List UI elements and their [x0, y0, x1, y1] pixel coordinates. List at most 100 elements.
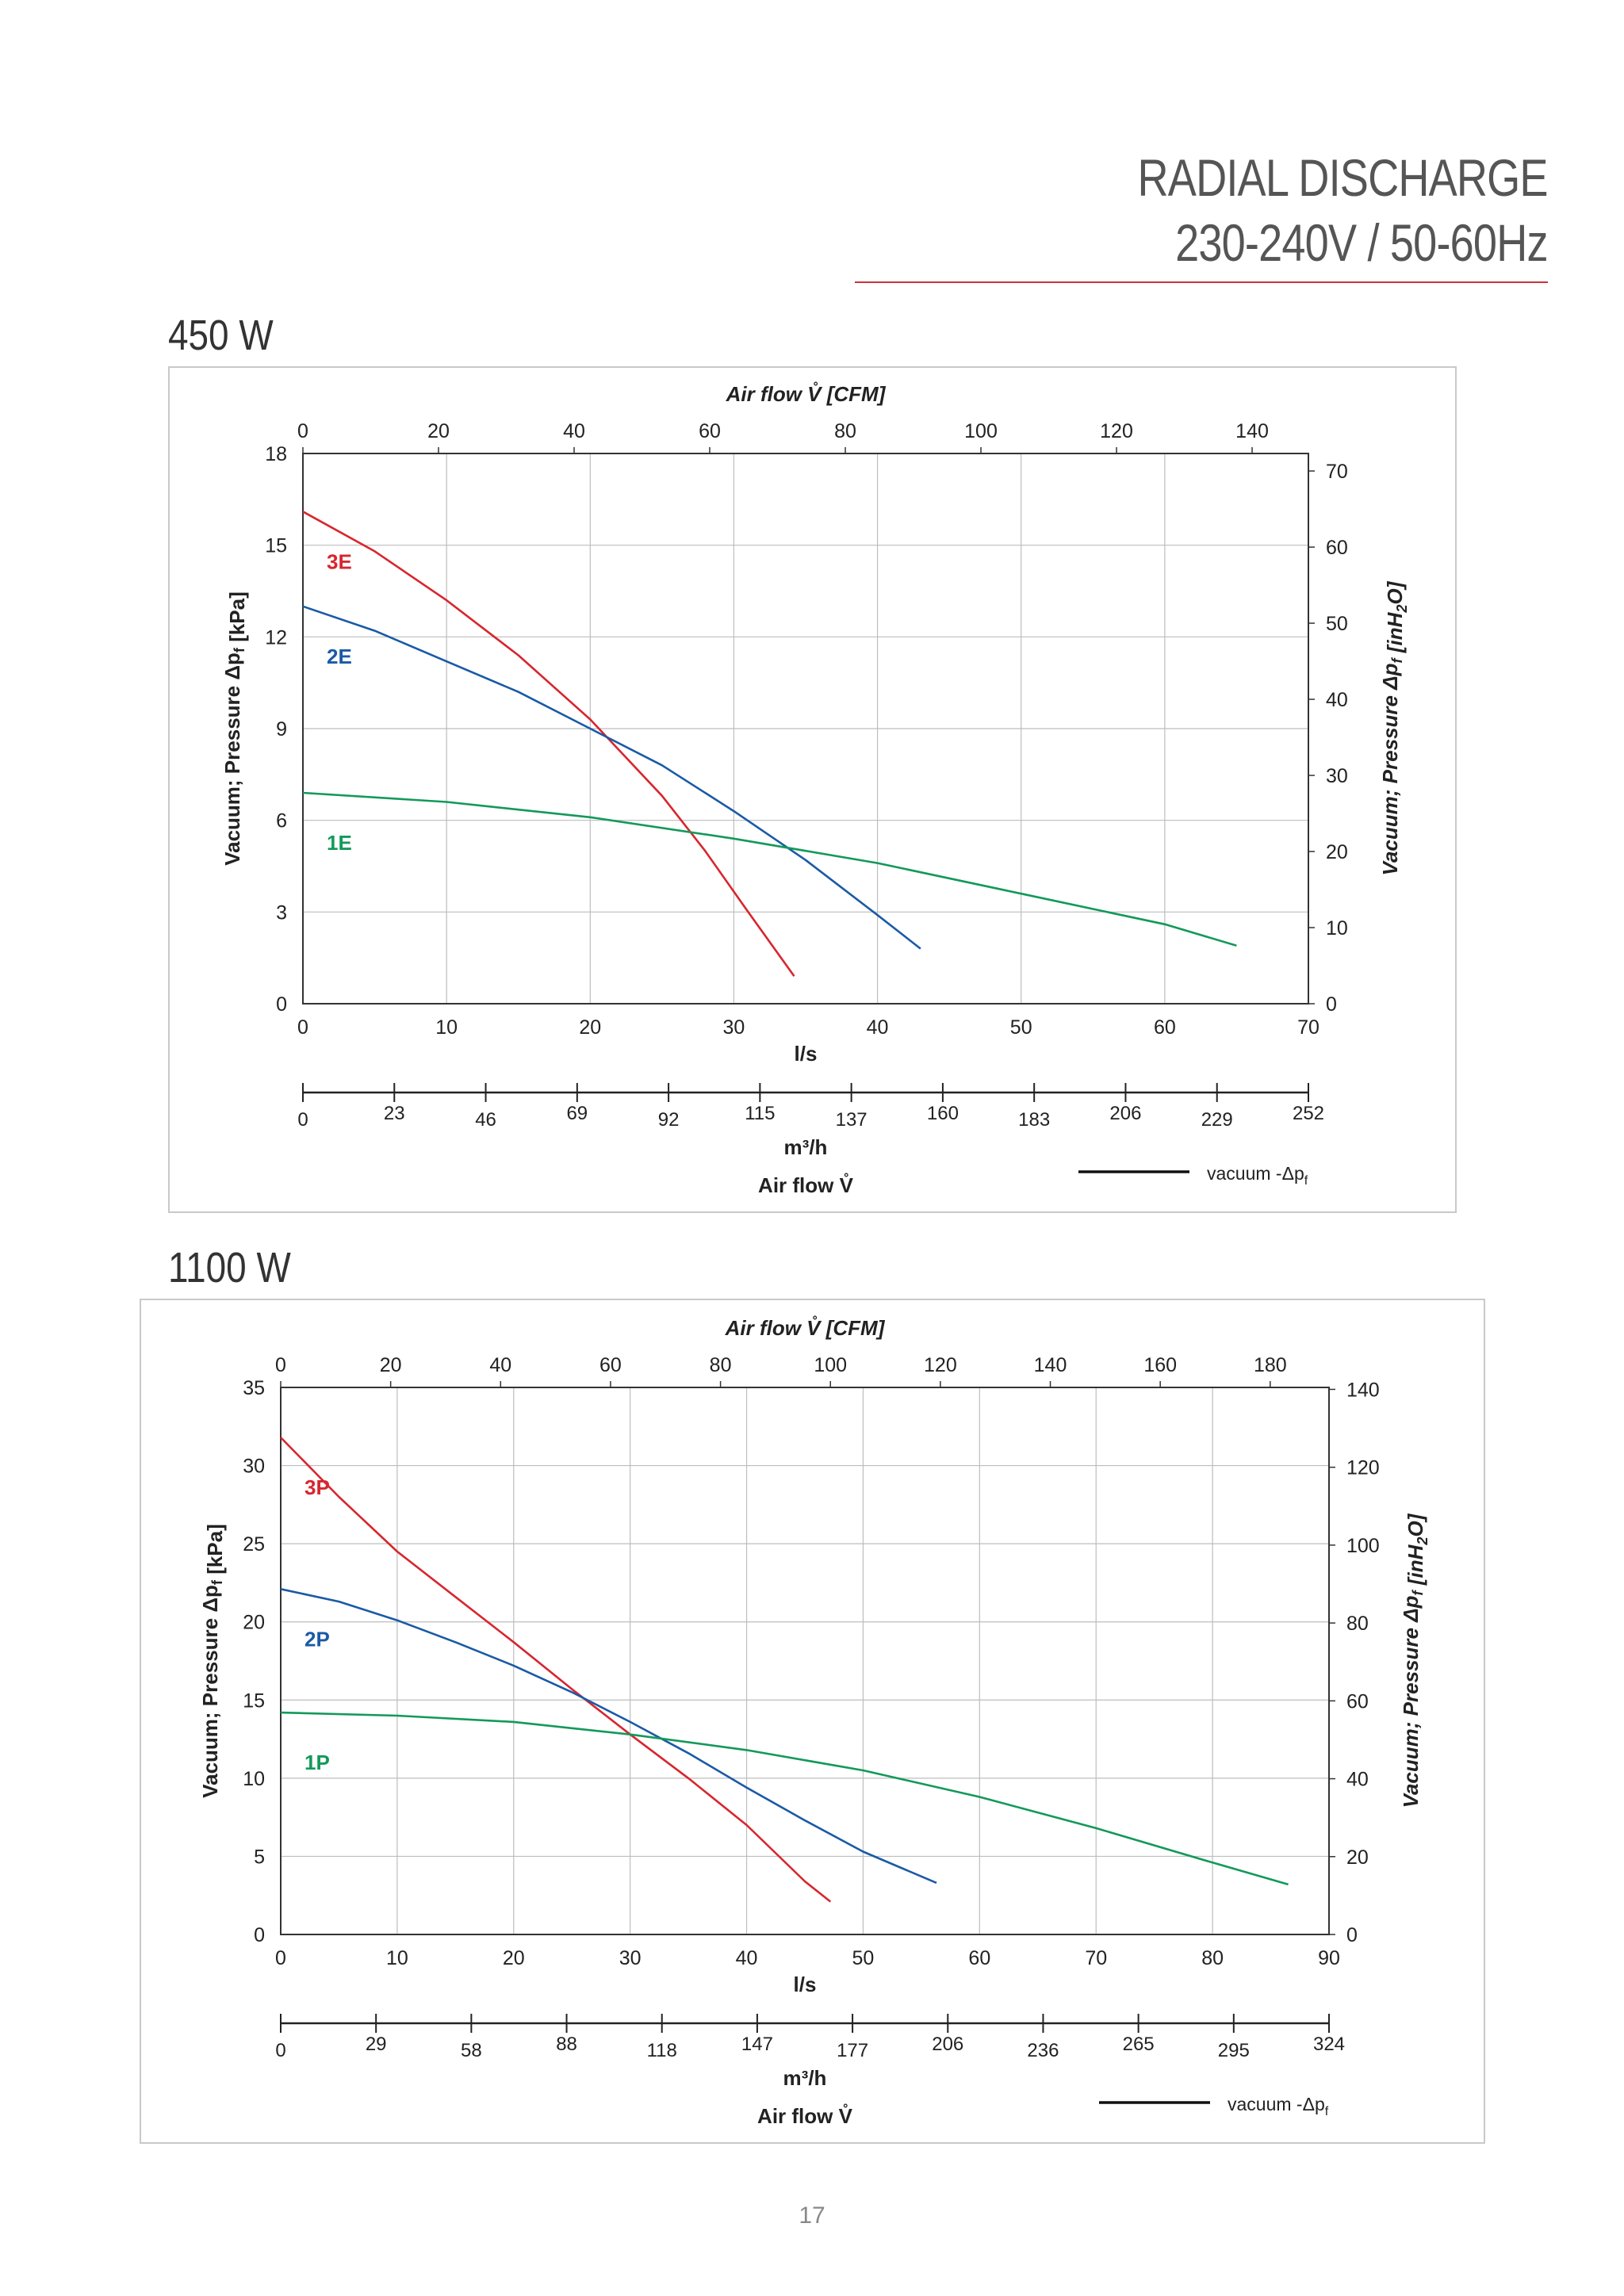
x-tick-label: 20 — [503, 1947, 525, 1969]
m3h-tick-label: 177 — [837, 2040, 868, 2061]
x-tick-label: 70 — [1085, 1947, 1107, 1969]
series-label-1E: 1E — [327, 831, 352, 855]
m3h-tick-label: 115 — [745, 1103, 775, 1124]
airflow-footer-label: Air flow V̊ — [758, 1172, 854, 1197]
y-left-tick-label: 12 — [265, 626, 287, 649]
y-right-tick-label: 100 — [1346, 1535, 1380, 1557]
y-right-tick-label: 40 — [1326, 689, 1348, 711]
y-left-tick-label: 0 — [254, 1924, 265, 1946]
m3h-tick-label: 183 — [1018, 1109, 1050, 1131]
x-tick-label: 10 — [435, 1016, 458, 1039]
y-left-tick-label: 18 — [265, 443, 287, 465]
top-tick-label: 60 — [599, 1354, 622, 1376]
y-right-axis-label: Vacuum; Pressure Δpf [inH2O] — [1399, 1513, 1431, 1808]
chart-panel-450w: 0 10 20 30 40 50 60 70 l/s 0 20 40 60 80 100 120 140 Air … — [168, 366, 1457, 1213]
section-title-1100w: 1100 W — [168, 1244, 291, 1292]
m3h-tick-label: 0 — [297, 1109, 308, 1131]
x-tick-label: 80 — [1201, 1947, 1224, 1969]
m3h-tick-label: 58 — [461, 2040, 482, 2061]
y-right-tick-label: 0 — [1326, 993, 1337, 1016]
y-right-tick-label: 140 — [1346, 1379, 1380, 1401]
legend-label: vacuum -Δpf — [1207, 1163, 1308, 1188]
header-title: RADIAL DISCHARGE — [1137, 148, 1549, 207]
series-line-2E — [302, 605, 921, 950]
x-tick-label: 30 — [619, 1947, 642, 1969]
y-right-tick-label: 50 — [1326, 613, 1348, 635]
x-tick-label: 10 — [386, 1947, 408, 1969]
y-right-axis-label: Vacuum; Pressure Δpf [inH2O] — [1378, 580, 1410, 875]
top-tick-label: 60 — [699, 420, 721, 442]
m3h-tick-label: 92 — [658, 1109, 680, 1131]
x-axis-label: l/s — [794, 1973, 817, 1996]
top-tick-label: 120 — [924, 1354, 957, 1376]
top-tick-label: 120 — [1100, 420, 1133, 442]
y-right-tick-label: 0 — [1346, 1924, 1358, 1946]
top-axis-label: Air flow V̊ [CFM] — [726, 381, 887, 406]
m3h-tick-label: 69 — [566, 1103, 588, 1124]
series-line-3E — [302, 511, 795, 978]
y-right-tick-label: 20 — [1326, 841, 1348, 863]
m3h-tick-label: 46 — [475, 1109, 496, 1131]
y-left-tick-label: 30 — [243, 1456, 265, 1478]
x-tick-label: 50 — [852, 1947, 875, 1969]
y-left-tick-label: 10 — [243, 1768, 265, 1790]
series-line-1E — [302, 791, 1237, 947]
chart-panel-1100w: 0 10 20 30 40 50 60 70 80 90 l/s 0 20 40 60 80 100 120 140… — [140, 1299, 1485, 2144]
m3h-unit-label: m³/h — [783, 2066, 827, 2090]
y-right-tick-label: 120 — [1346, 1457, 1380, 1479]
m3h-tick-label: 29 — [366, 2034, 387, 2055]
m3h-tick-label: 118 — [647, 2040, 677, 2061]
x-tick-label: 0 — [297, 1016, 308, 1039]
x-tick-label: 90 — [1318, 1947, 1340, 1969]
page-number: 17 — [799, 2202, 825, 2229]
y-left-tick-label: 35 — [243, 1377, 265, 1399]
y-left-tick-label: 6 — [276, 810, 287, 832]
m3h-tick-label: 137 — [836, 1109, 868, 1131]
series-line-2P — [280, 1588, 937, 1885]
m3h-tick-label: 88 — [556, 2034, 577, 2055]
top-tick-label: 20 — [427, 420, 450, 442]
y-left-tick-label: 25 — [243, 1533, 265, 1556]
m3h-tick-label: 147 — [741, 2034, 773, 2055]
legend-label: vacuum -Δpf — [1228, 2094, 1329, 2118]
m3h-tick-label: 236 — [1027, 2040, 1059, 2061]
top-tick-label: 40 — [563, 420, 585, 442]
m3h-tick-label: 295 — [1218, 2040, 1250, 2061]
y-left-tick-label: 5 — [254, 1846, 265, 1868]
m3h-tick-label: 206 — [1109, 1103, 1141, 1124]
m3h-tick-label: 23 — [384, 1103, 405, 1124]
section-title-450w: 450 W — [168, 312, 274, 359]
top-tick-label: 20 — [380, 1354, 402, 1376]
x-tick-label: 40 — [867, 1016, 889, 1039]
top-tick-label: 80 — [834, 420, 856, 442]
series-label-2P: 2P — [304, 1627, 330, 1651]
y-left-axis-label: Vacuum; Pressure Δpf [kPa] — [198, 1524, 227, 1798]
header-divider — [855, 281, 1548, 283]
chart-1100w: 0 10 20 30 40 50 60 70 80 90l/s0 20 40 60 80 100 120 140… — [198, 1314, 1431, 2128]
m3h-tick-label: 252 — [1293, 1103, 1324, 1124]
y-right-tick-label: 20 — [1346, 1846, 1369, 1869]
top-tick-label: 180 — [1254, 1354, 1287, 1376]
plot-frame — [302, 453, 1309, 1004]
series-label-3P: 3P — [304, 1475, 330, 1499]
y-left-tick-label: 3 — [276, 901, 287, 924]
header-subtitle: 230-240V / 50-60Hz — [1175, 213, 1548, 272]
series-line-1P — [280, 1711, 1289, 1886]
y-right-tick-label: 80 — [1346, 1613, 1369, 1635]
top-tick-label: 100 — [814, 1354, 847, 1376]
m3h-tick-label: 160 — [927, 1103, 959, 1124]
series-label-1P: 1P — [304, 1751, 330, 1774]
x-tick-label: 0 — [275, 1947, 286, 1969]
top-tick-label: 80 — [710, 1354, 732, 1376]
top-tick-label: 0 — [297, 420, 308, 442]
y-left-axis-label: Vacuum; Pressure Δpf [kPa] — [220, 591, 249, 866]
y-right-tick-label: 60 — [1326, 537, 1348, 559]
x-tick-label: 50 — [1010, 1016, 1032, 1039]
m3h-unit-label: m³/h — [784, 1135, 828, 1159]
m3h-tick-label: 206 — [932, 2034, 963, 2055]
top-tick-label: 40 — [489, 1354, 511, 1376]
x-tick-label: 60 — [1154, 1016, 1176, 1039]
x-tick-label: 60 — [968, 1947, 990, 1969]
x-tick-label: 70 — [1297, 1016, 1320, 1039]
airflow-footer-label: Air flow V̊ — [757, 2103, 853, 2128]
